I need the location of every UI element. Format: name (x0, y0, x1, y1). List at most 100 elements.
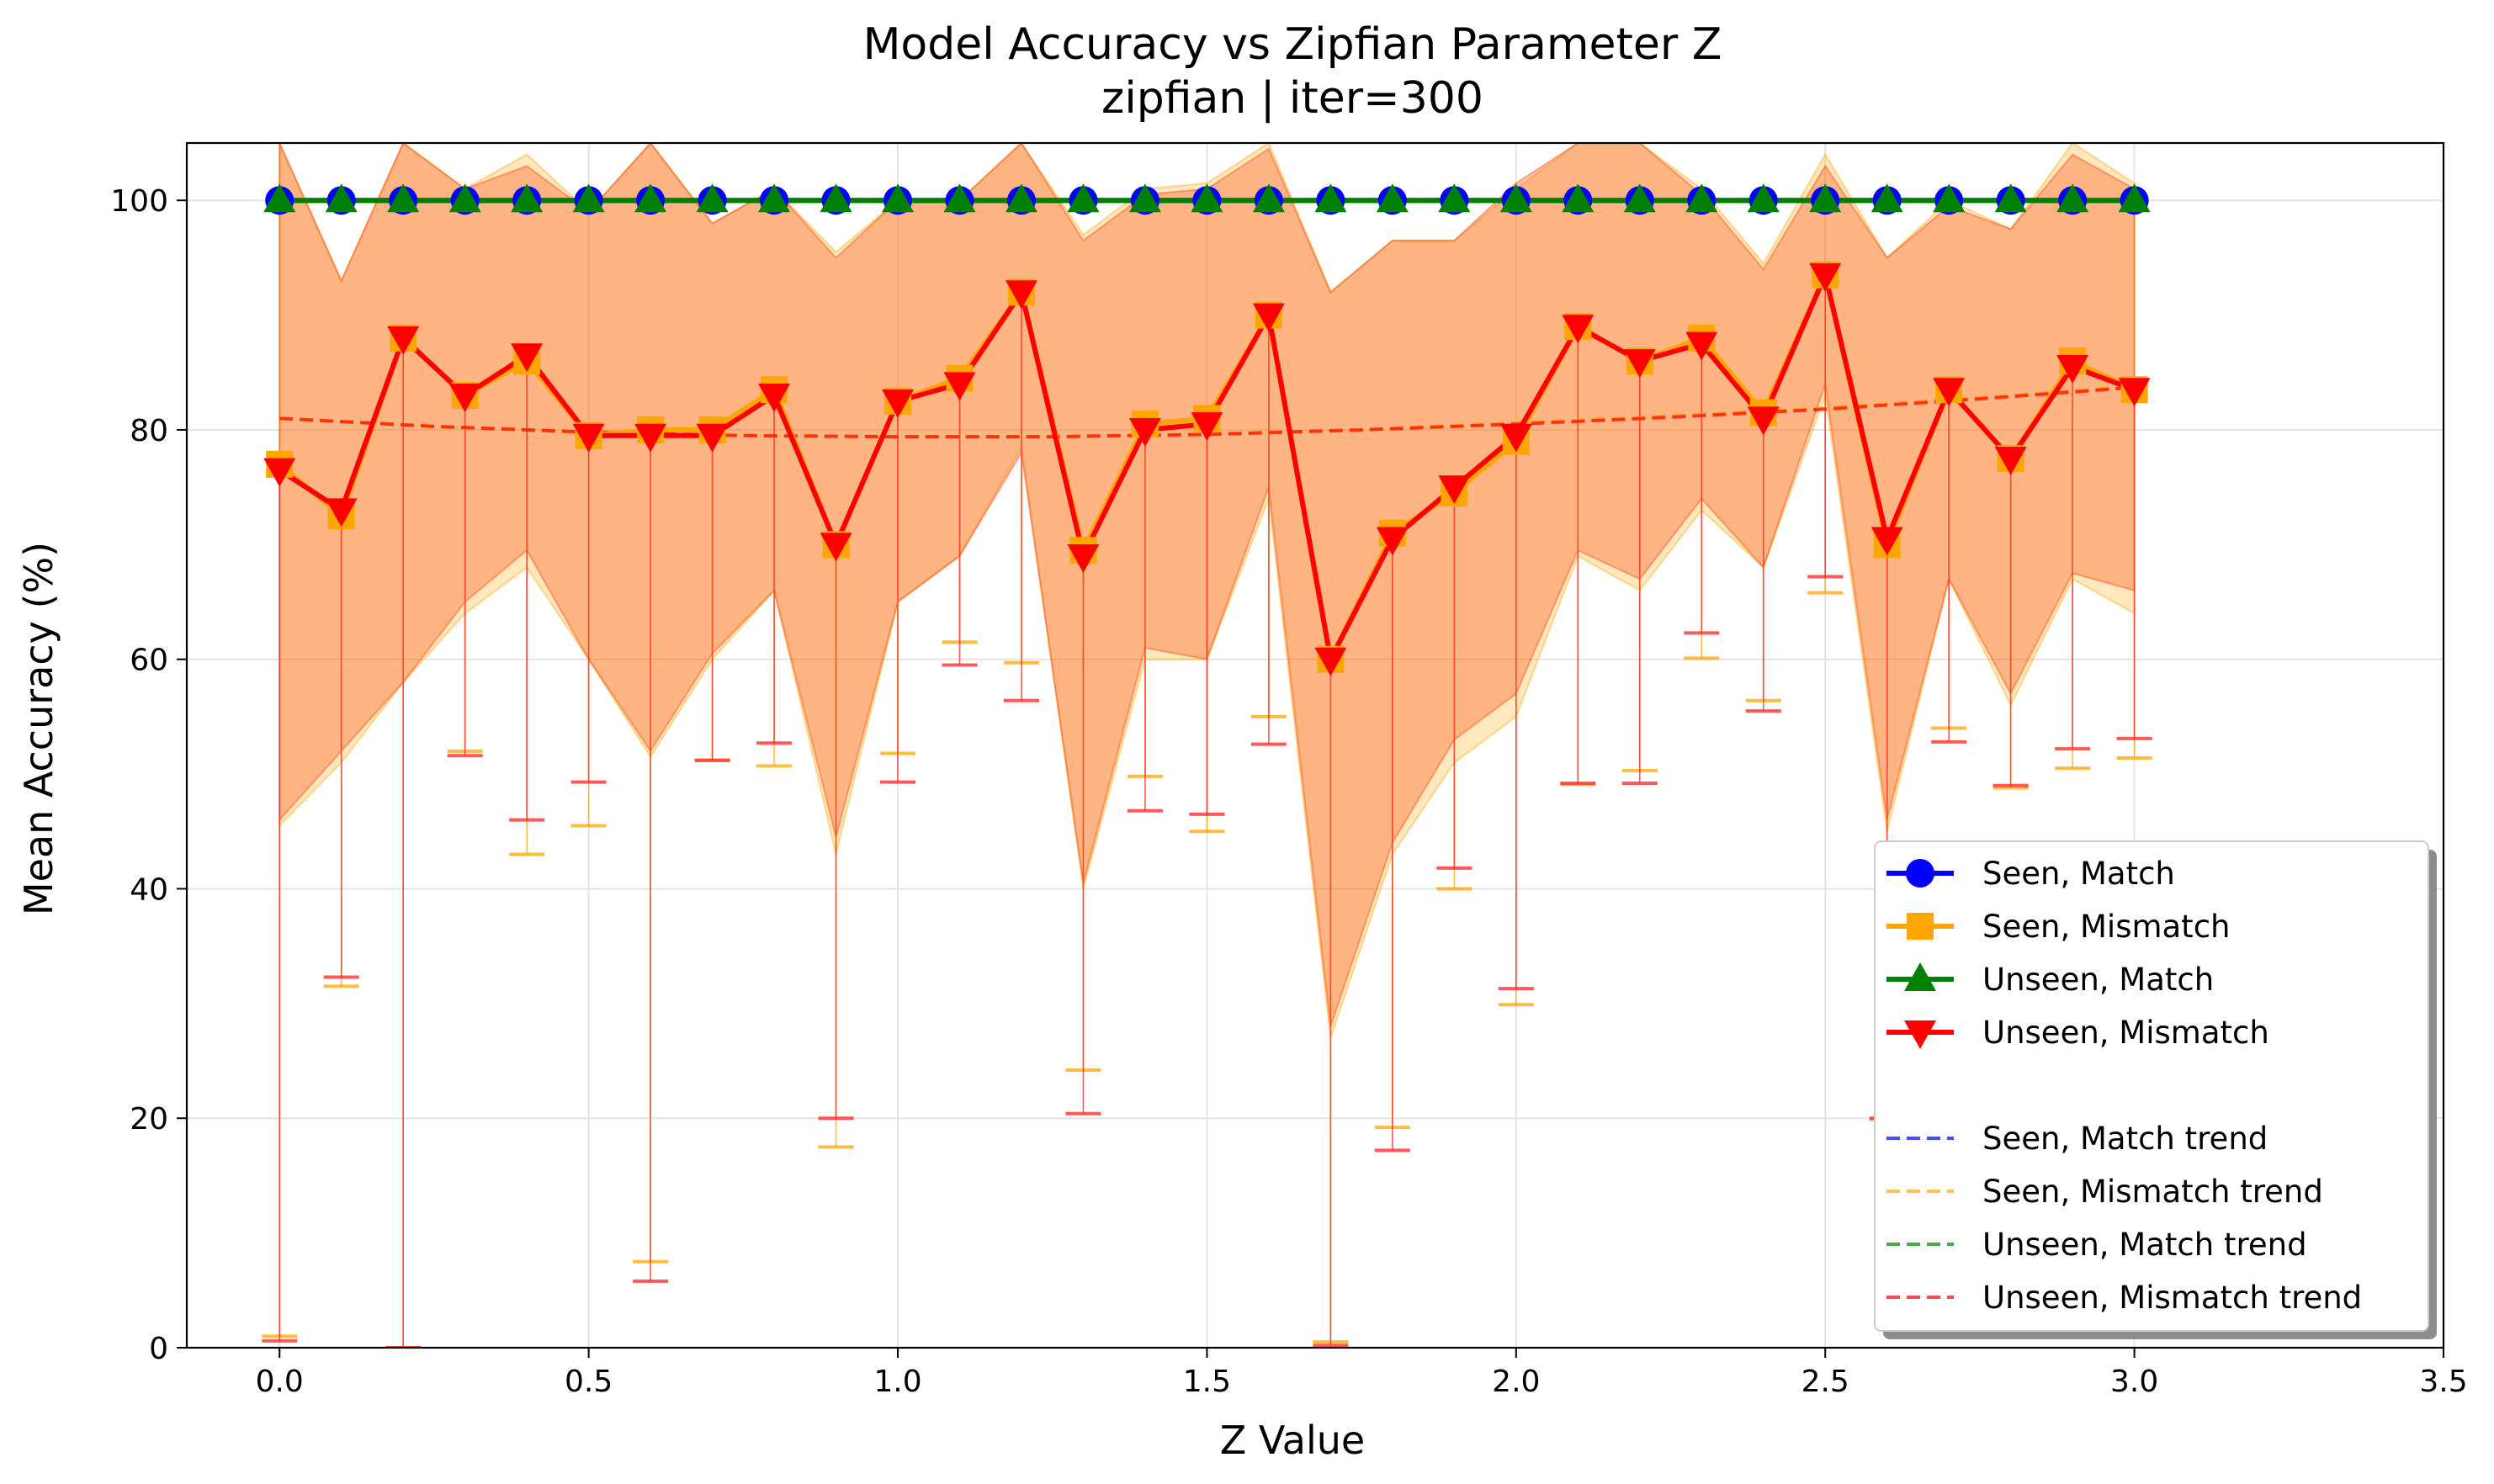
data-point (758, 183, 791, 213)
data-point (1191, 183, 1223, 213)
legend-marker (1904, 1020, 1936, 1049)
data-point (572, 423, 605, 453)
y-tick-label: 60 (130, 644, 168, 678)
data-point (1314, 183, 1347, 213)
data-point (943, 372, 976, 401)
x-tick-label: 3.5 (2419, 1365, 2467, 1399)
y-tick-label: 80 (130, 414, 168, 448)
data-point (1067, 183, 1100, 213)
data-point (758, 384, 791, 413)
data-point (634, 183, 667, 213)
data-point (325, 183, 358, 213)
data-point (1623, 349, 1656, 379)
data-point (634, 423, 667, 453)
y-tick-label: 40 (130, 872, 168, 907)
data-point (1499, 423, 1532, 453)
data-point (1376, 527, 1409, 556)
data-point (572, 183, 605, 213)
data-point (1005, 183, 1037, 213)
data-point (1994, 183, 2027, 213)
data-point (1005, 280, 1037, 310)
data-point (1933, 378, 1966, 407)
data-point (263, 458, 296, 487)
data-point (1191, 412, 1223, 442)
data-point (387, 326, 420, 355)
legend-label: Unseen, Mismatch (1982, 1015, 2269, 1051)
x-tick-label: 1.0 (873, 1365, 921, 1399)
x-tick-label: 0.0 (256, 1365, 304, 1399)
legend-label: Seen, Match (1982, 856, 2175, 892)
legend: Seen, Match Seen, Mismatch Unseen, Match Un… (1874, 840, 2437, 1339)
y-axis: 0 20 40 60 80 100 (110, 184, 187, 1366)
legend-marker (1904, 962, 1936, 991)
data-point (1809, 262, 1842, 292)
data-point (1252, 183, 1285, 213)
x-tick-label: 2.0 (1492, 1365, 1540, 1399)
data-point (2118, 183, 2151, 213)
data-point (1747, 406, 1780, 436)
series-markers (263, 183, 2151, 676)
data-point (1623, 183, 1656, 213)
data-point (263, 183, 296, 213)
data-point (820, 183, 852, 213)
legend-label: Unseen, Match trend (1982, 1227, 2307, 1263)
data-point (1252, 303, 1285, 332)
data-point (448, 183, 481, 213)
data-point (1994, 447, 2027, 476)
legend-label: Unseen, Mismatch trend (1982, 1280, 2362, 1316)
y-tick-label: 100 (110, 184, 168, 219)
error-bars (262, 274, 2152, 1348)
legend-marker (1906, 859, 1934, 888)
data-point (2118, 378, 2151, 407)
x-tick-label: 3.0 (2110, 1365, 2158, 1399)
data-point (1067, 543, 1100, 573)
data-point (511, 343, 544, 373)
data-point (1809, 183, 1842, 213)
x-axis: 0.0 0.5 1.0 1.5 2.0 2.5 3.0 3.5 (256, 1348, 2468, 1399)
data-point (1438, 475, 1471, 505)
data-point (882, 183, 915, 213)
legend-marker (1907, 913, 1934, 940)
data-point (1685, 331, 1718, 361)
y-tick-label: 0 (149, 1332, 168, 1366)
data-point (1870, 527, 1903, 556)
data-point (1933, 183, 1966, 213)
data-point (325, 498, 358, 527)
data-point (1870, 183, 1903, 213)
data-point (2056, 354, 2089, 384)
data-point (1562, 183, 1595, 213)
x-tick-label: 2.5 (1802, 1365, 1849, 1399)
data-point (1562, 315, 1595, 344)
data-point (696, 423, 729, 453)
x-tick-label: 0.5 (565, 1365, 613, 1399)
x-axis-label: Z Value (1220, 1418, 1365, 1463)
data-point (1499, 183, 1532, 213)
data-point (1376, 183, 1409, 213)
plot-frame (185, 141, 2445, 1349)
data-point (1128, 183, 1161, 213)
data-point (511, 183, 544, 213)
data-point (1747, 183, 1780, 213)
y-tick-label: 20 (130, 1102, 168, 1137)
data-point (820, 533, 852, 562)
data-point (1128, 417, 1161, 447)
data-point (1685, 183, 1718, 213)
data-point (882, 389, 915, 418)
legend-box (1874, 840, 2429, 1332)
data-point (1314, 647, 1347, 676)
legend-label: Seen, Mismatch trend (1982, 1174, 2323, 1210)
data-point (943, 183, 976, 213)
legend-label: Seen, Match trend (1982, 1121, 2268, 1157)
chart-title: Model Accuracy vs Zipfian Parameter Z (863, 19, 1722, 70)
chart-subtitle: zipfian | iter=300 (1101, 73, 1483, 124)
data-point (1438, 183, 1471, 213)
legend-label: Seen, Mismatch (1982, 909, 2230, 945)
legend-label: Unseen, Match (1982, 962, 2214, 998)
data-point (696, 183, 729, 213)
y-axis-label: Mean Accuracy (%) (16, 542, 61, 915)
x-tick-label: 1.5 (1183, 1365, 1231, 1399)
data-point (2056, 183, 2089, 213)
data-point (387, 183, 420, 213)
data-point (448, 384, 481, 413)
